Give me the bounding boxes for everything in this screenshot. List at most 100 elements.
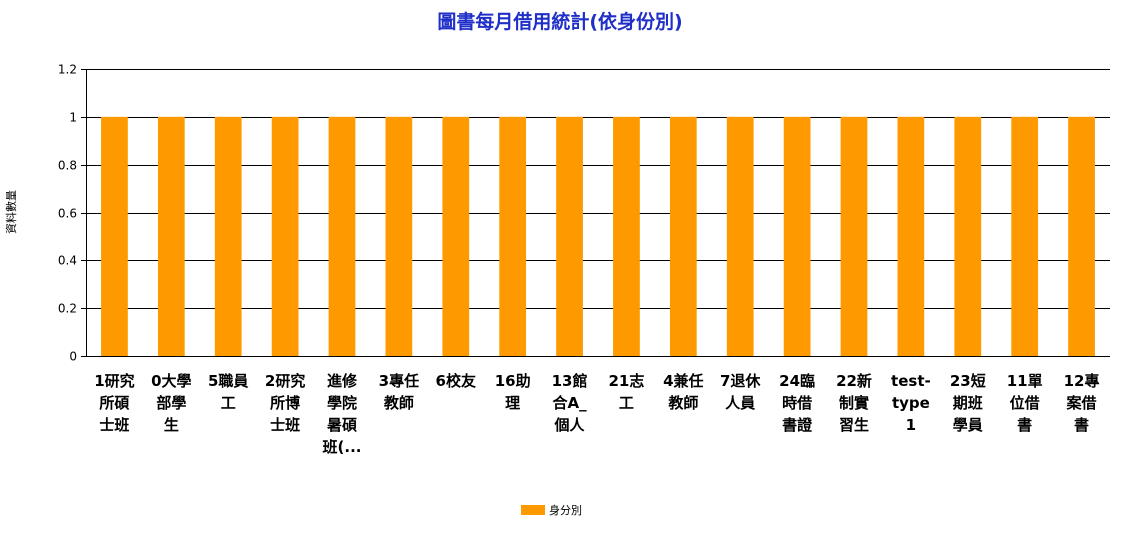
bar[interactable] bbox=[897, 116, 925, 356]
x-tick-label-line: 教師 bbox=[667, 394, 698, 412]
x-tick-label-line: 教師 bbox=[383, 394, 414, 412]
bar[interactable] bbox=[271, 116, 299, 356]
x-tick-label-line: 部學 bbox=[156, 394, 186, 412]
x-tick-label-line: 工 bbox=[221, 394, 236, 412]
axes bbox=[86, 69, 1110, 357]
x-tick-label: 2研究所博士班 bbox=[265, 372, 305, 434]
x-tick-label: 6校友 bbox=[436, 372, 476, 390]
x-tick-label: 12專案借書 bbox=[1064, 372, 1100, 434]
bar[interactable] bbox=[669, 116, 697, 356]
x-tick-label-line: 7退休 bbox=[720, 372, 761, 390]
x-tick-label-line: 工 bbox=[619, 394, 634, 412]
y-tick-label: 0.8 bbox=[58, 159, 77, 173]
x-tick-label-line: 24臨 bbox=[779, 372, 815, 390]
x-tick-label-line: 所碩 bbox=[99, 394, 129, 412]
bar[interactable] bbox=[157, 116, 185, 356]
x-tick-label-line: 22新 bbox=[836, 372, 872, 390]
y-axis-ticks: 0 0.2 0.4 0.6 0.8 1 1.2 bbox=[58, 63, 86, 364]
x-tick-label-line: 士班 bbox=[270, 416, 300, 434]
x-tick-label-line: 4兼任 bbox=[663, 372, 703, 390]
y-axis-title: 資料數量 bbox=[4, 190, 18, 234]
y-tick-label: 1.2 bbox=[58, 63, 77, 77]
x-tick-label-line: 學員 bbox=[953, 416, 983, 434]
y-tick-label: 0 bbox=[69, 350, 77, 364]
y-tick-label: 1 bbox=[69, 111, 77, 125]
x-tick-label-line: 書 bbox=[1074, 416, 1089, 434]
bar[interactable] bbox=[783, 116, 811, 356]
x-tick-label-line: 個人 bbox=[554, 416, 586, 434]
bar[interactable] bbox=[840, 116, 868, 356]
bar[interactable] bbox=[1011, 116, 1039, 356]
x-tick-label-line: 所博 bbox=[270, 394, 300, 412]
x-tick-label-line: type bbox=[892, 394, 930, 412]
x-tick-label-line: 學院 bbox=[327, 394, 357, 412]
y-tick-label: 0.4 bbox=[58, 254, 77, 268]
bar[interactable] bbox=[954, 116, 982, 356]
x-tick-label-line: 書證 bbox=[782, 416, 813, 434]
y-tick-label: 0.2 bbox=[58, 302, 77, 316]
bars bbox=[101, 116, 1095, 356]
x-tick-label: 1研究所碩士班 bbox=[94, 372, 134, 434]
x-tick-label-line: 5職員 bbox=[208, 372, 248, 390]
x-tick-label-line: 位借 bbox=[1010, 394, 1040, 412]
x-tick-label-line: 制實 bbox=[839, 394, 869, 412]
x-tick-label-line: 人員 bbox=[725, 394, 755, 412]
x-tick-label-line: 6校友 bbox=[436, 372, 476, 390]
x-tick-label: 0大學部學生 bbox=[151, 372, 191, 434]
bar[interactable] bbox=[101, 116, 128, 356]
x-tick-label-line: 時借 bbox=[782, 394, 812, 412]
x-tick-label-line: 暑碩 bbox=[327, 416, 357, 434]
x-tick-label-line: 16助 bbox=[495, 372, 531, 390]
bar[interactable] bbox=[214, 116, 242, 356]
x-tick-label-line: 3專任 bbox=[379, 372, 419, 390]
x-tick-label: 3專任教師 bbox=[379, 372, 419, 412]
x-axis-ticks: 1研究所碩士班0大學部學生5職員工2研究所博士班進修學院暑碩班(...3專任教師… bbox=[94, 372, 1099, 456]
x-tick-label-line: 2研究 bbox=[265, 372, 305, 390]
x-tick-label-line: 書 bbox=[1017, 416, 1032, 434]
bar[interactable] bbox=[1068, 116, 1095, 356]
bar[interactable] bbox=[613, 116, 640, 356]
legend[interactable]: 身分別 bbox=[521, 503, 582, 517]
x-tick-label-line: 士班 bbox=[99, 416, 129, 434]
x-tick-label-line: 案借 bbox=[1066, 394, 1097, 412]
x-tick-label: 進修學院暑碩班(... bbox=[323, 372, 362, 456]
x-tick-label-line: 1研究 bbox=[94, 372, 134, 390]
x-tick-label-line: 合A_ bbox=[552, 394, 588, 412]
bar[interactable] bbox=[499, 116, 527, 356]
x-tick-label: 22新制實習生 bbox=[836, 372, 872, 434]
x-tick-label: 24臨時借書證 bbox=[779, 372, 815, 434]
x-tick-label: 21志工 bbox=[609, 372, 645, 412]
x-tick-label-line: 理 bbox=[505, 394, 520, 412]
x-tick-label-line: 23短 bbox=[950, 372, 986, 390]
x-tick-label: 23短期班學員 bbox=[950, 372, 986, 434]
x-tick-label: 13館合A_ 個人 bbox=[552, 372, 588, 434]
x-tick-label-line: 習生 bbox=[839, 416, 869, 434]
x-tick-label-line: 13館 bbox=[552, 372, 588, 390]
x-tick-label-line: 生 bbox=[164, 416, 179, 434]
y-tick-label: 0.6 bbox=[58, 207, 77, 221]
x-tick-label: 11單位借書 bbox=[1007, 372, 1043, 434]
x-tick-label-line: 12專 bbox=[1064, 372, 1100, 390]
x-tick-label: 5職員工 bbox=[208, 372, 248, 412]
x-tick-label: 4兼任教師 bbox=[663, 372, 703, 412]
chart-title: 圖書每月借用統計(依身份別) bbox=[437, 10, 682, 33]
x-tick-label-line: 1 bbox=[906, 416, 916, 434]
x-tick-label-line: 0大學 bbox=[151, 372, 191, 390]
x-tick-label: 16助理 bbox=[495, 372, 531, 412]
x-tick-label-line: 11單 bbox=[1007, 372, 1043, 390]
bar[interactable] bbox=[328, 116, 356, 356]
x-tick-label: test-type 1 bbox=[891, 372, 931, 434]
bar[interactable] bbox=[556, 116, 583, 356]
x-tick-label-line: 班(... bbox=[323, 438, 362, 456]
gridlines bbox=[86, 69, 1110, 309]
bar[interactable] bbox=[442, 116, 470, 356]
x-tick-label-line: test- bbox=[891, 372, 931, 390]
x-tick-label-line: 21志 bbox=[609, 372, 645, 390]
bar[interactable] bbox=[385, 116, 413, 356]
x-tick-label-line: 進修 bbox=[327, 372, 358, 390]
x-tick-label-line: 期班 bbox=[953, 394, 983, 412]
legend-label: 身分別 bbox=[549, 503, 582, 517]
bar[interactable] bbox=[726, 116, 754, 356]
